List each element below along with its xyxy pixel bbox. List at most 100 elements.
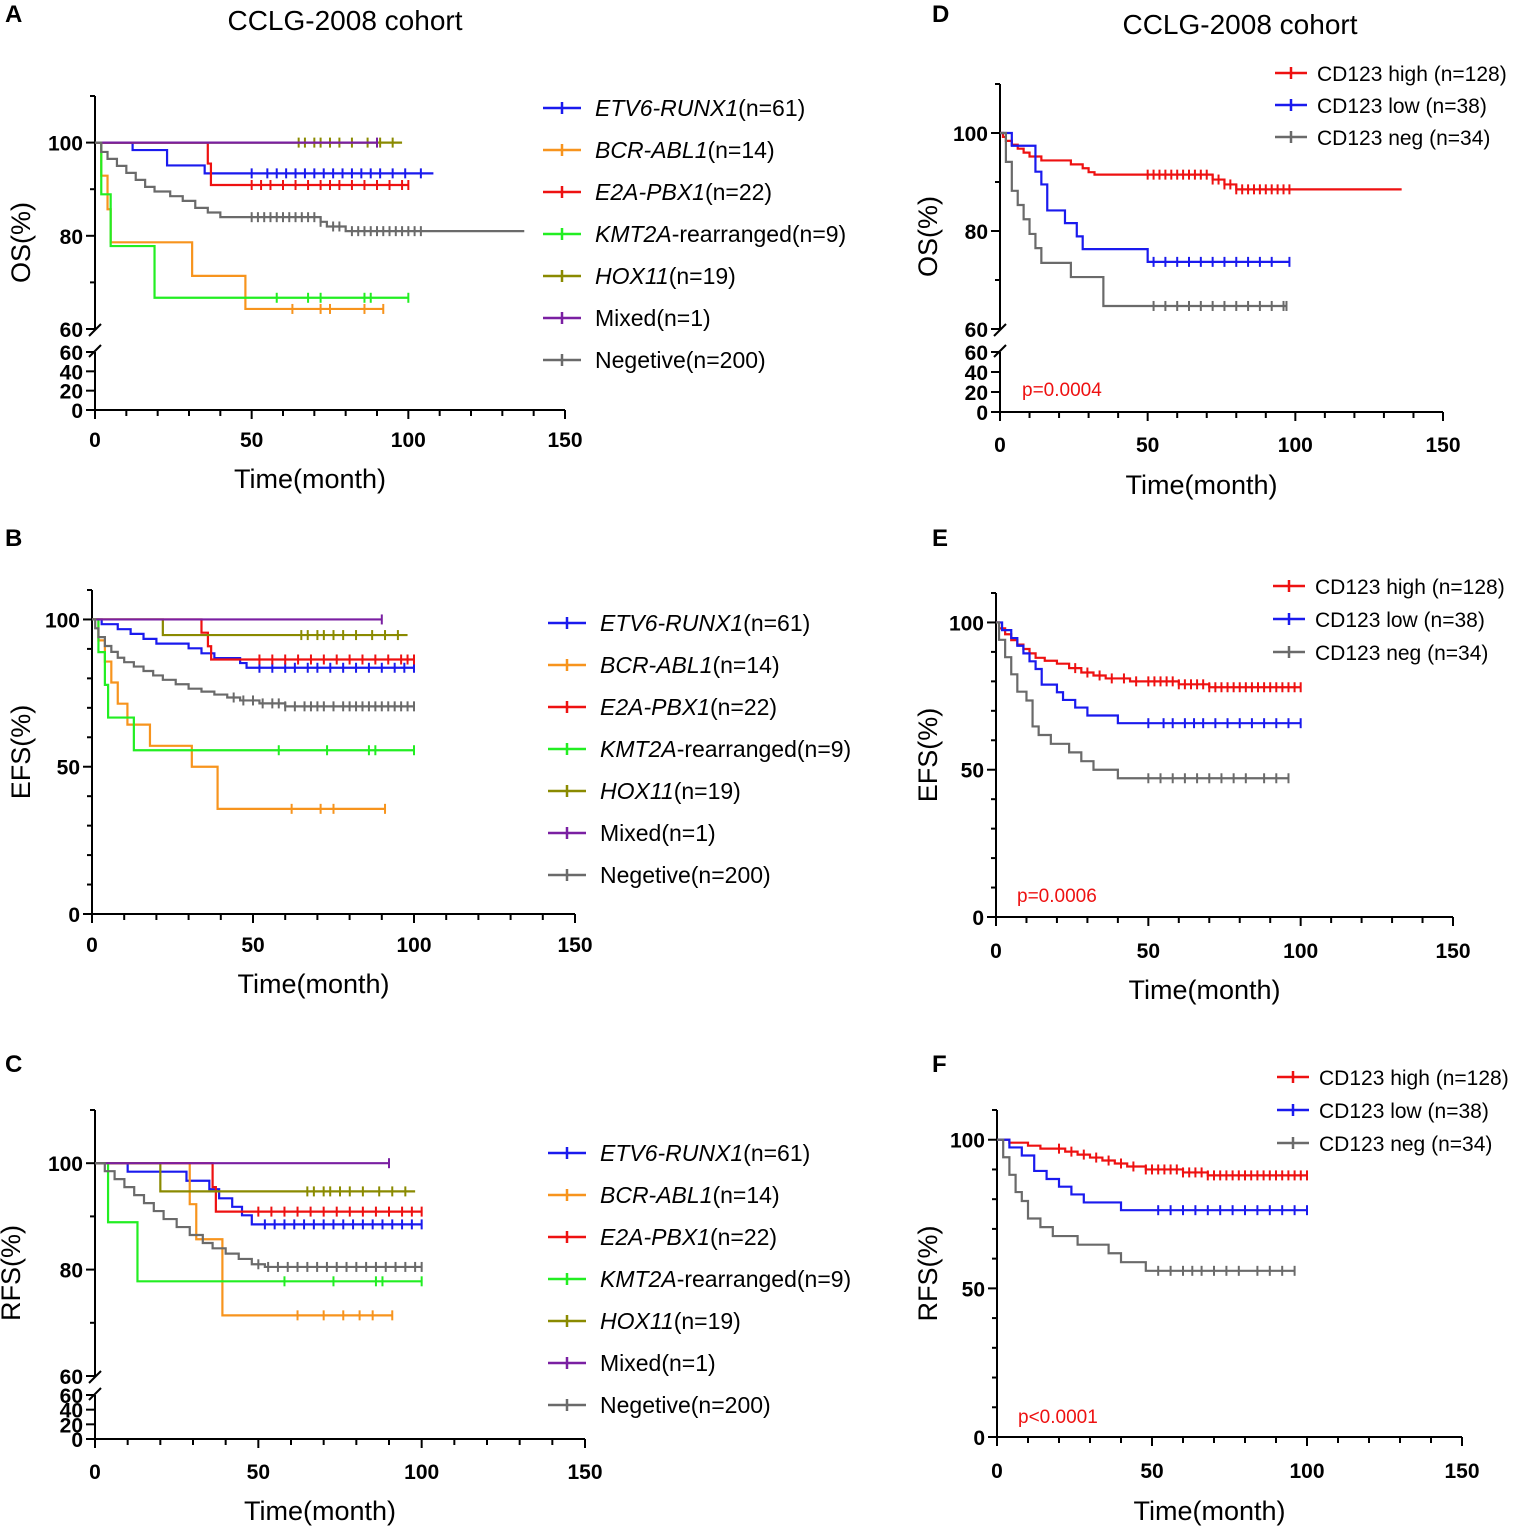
legend-label: CD123 low (n=38) [1315, 609, 1485, 632]
legend-entry: CD123 low (n=38) [1273, 609, 1485, 632]
legend-label-text: (n=19) [669, 263, 736, 289]
chart-title: CCLG-2008 cohort [1122, 9, 1357, 40]
panel-label: B [5, 525, 22, 552]
x-tick-label: 50 [1136, 434, 1159, 457]
panel-label: A [5, 1, 22, 28]
series-hox11 [95, 1162, 416, 1197]
legend-label-text: CD123 neg (n=34) [1317, 127, 1490, 150]
y-axis-label: RFS(%) [0, 1225, 26, 1321]
legend-label: CD123 neg (n=34) [1315, 642, 1488, 665]
legend-label: CD123 high (n=128) [1315, 576, 1505, 599]
legend-label: Mixed(n=1) [600, 820, 716, 846]
legend-entry: CD123 high (n=128) [1275, 63, 1507, 86]
legend-label: BCR-ABL1(n=14) [600, 1182, 780, 1208]
legend-label-italic: BCR-ABL1 [600, 1182, 712, 1208]
x-axis-label: Time(month) [237, 969, 389, 999]
legend-label: CD123 neg (n=34) [1317, 127, 1490, 150]
legend-label: Mixed(n=1) [600, 1350, 716, 1376]
p-value: p=0.0006 [1017, 886, 1097, 907]
legend-label-italic: ETV6-RUNX1 [595, 95, 738, 121]
series-etv6-runx1 [95, 141, 434, 179]
y-tick-label-lower: 20 [60, 381, 83, 404]
legend-label-text: (n=19) [674, 1308, 741, 1334]
survival-curve [1000, 131, 1290, 263]
legend-entry: Negetive(n=200) [543, 347, 766, 373]
panel-label: E [932, 525, 948, 552]
y-tick-label: 100 [949, 612, 984, 635]
chart-panel-b: B 0 50 100 150 Time(month) 0 50 100 EFS(%) ETV6-RU… [5, 525, 851, 999]
legend-label: BCR-ABL1(n=14) [595, 137, 775, 163]
legend-label: ETV6-RUNX1(n=61) [600, 610, 810, 636]
legend-label-text: Negetive(n=200) [595, 347, 766, 373]
y-tick-label-lower: 20 [60, 1414, 83, 1437]
y-tick-label: 100 [48, 133, 83, 156]
y-tick-label-lower: 60 [60, 342, 83, 365]
legend-label-text: CD123 low (n=38) [1317, 95, 1487, 118]
legend-label-text: CD123 neg (n=34) [1319, 1133, 1492, 1156]
chart-panel-c: C0 50 100 150Time(month)60801000204060RFS(%… [0, 1051, 851, 1526]
legend-label-italic: HOX11 [600, 778, 674, 804]
series-etv6-runx1 [95, 1162, 423, 1230]
survival-curve [92, 618, 386, 810]
legend-label-italic: ETV6-RUNX1 [600, 1140, 743, 1166]
legend-label: HOX11(n=19) [595, 263, 736, 289]
legend-label: CD123 low (n=38) [1317, 95, 1487, 118]
series-cd123-neg-n-34- [996, 621, 1290, 784]
survival-curve [996, 621, 1289, 780]
legend-entry: CD123 high (n=128) [1277, 1067, 1509, 1090]
y-axis-label: EFS(%) [6, 705, 36, 800]
legend-label-text: CD123 low (n=38) [1319, 1100, 1489, 1123]
series-kmt2a [92, 618, 415, 756]
legend-label: E2A-PBX1(n=22) [600, 694, 777, 720]
legend-entry: KMT2A-rearranged(n=9) [543, 221, 846, 247]
y-tick-label-lower: 40 [60, 1400, 83, 1423]
y-tick-label: 80 [60, 226, 83, 249]
x-tick-label: 100 [396, 934, 431, 957]
legend-label-text: -rearranged(n=9) [677, 1266, 852, 1292]
survival-curve [95, 141, 525, 233]
legend-label-text: (n=14) [712, 1182, 779, 1208]
legend-label-italic: ETV6-RUNX1 [600, 610, 743, 636]
legend-entry: ETV6-RUNX1(n=61) [548, 1140, 810, 1166]
series-hox11 [92, 618, 408, 641]
legend-label-italic: E2A-PBX1 [595, 179, 705, 205]
x-tick-label: 100 [1283, 940, 1318, 963]
legend-label: BCR-ABL1(n=14) [600, 652, 780, 678]
x-tick-label: 150 [557, 934, 592, 957]
series-cd123-high-n-128- [997, 1138, 1308, 1181]
legend-label-text: (n=14) [707, 137, 774, 163]
y-tick-label: 100 [950, 1130, 985, 1153]
x-tick-label: 0 [86, 934, 98, 957]
x-tick-label: 150 [547, 429, 582, 452]
x-tick-label: 0 [89, 429, 101, 452]
series-kmt2a [95, 141, 410, 303]
x-tick-label: 0 [89, 1461, 101, 1484]
series-e2a-pbx1 [92, 618, 415, 665]
legend-label-text: (n=61) [743, 610, 810, 636]
survival-curve [92, 618, 408, 637]
legend-entry: CD123 low (n=38) [1275, 95, 1487, 118]
legend-label-italic: KMT2A [600, 736, 677, 762]
x-tick-label: 50 [240, 429, 263, 452]
series-mixed-n-1- [92, 614, 383, 625]
y-tick-label: 60 [60, 1366, 83, 1389]
x-tick-label: 100 [391, 429, 426, 452]
survival-curve [95, 1162, 422, 1213]
legend-label: E2A-PBX1(n=22) [600, 1224, 777, 1250]
legend-entry: Mixed(n=1) [548, 820, 716, 846]
y-tick-label: 0 [68, 904, 80, 927]
y-tick-label: 100 [953, 123, 988, 146]
x-tick-label: 100 [1289, 1460, 1324, 1483]
survival-curve [92, 618, 414, 708]
legend-label-text: CD123 high (n=128) [1315, 576, 1505, 599]
legend-label: ETV6-RUNX1(n=61) [595, 95, 805, 121]
y-axis-label: RFS(%) [913, 1226, 943, 1322]
series-bcr-abl1 [92, 618, 387, 814]
x-tick-label: 0 [990, 940, 1002, 963]
y-tick-label-lower: 20 [965, 382, 988, 405]
x-axis-label: Time(month) [244, 1496, 396, 1526]
y-tick-label: 0 [973, 1427, 985, 1450]
chart-panel-a: A CCLG-2008 cohort 0 50 100 150 Time(month) 60 8… [5, 1, 846, 494]
y-tick-label-lower: 60 [965, 342, 988, 365]
p-value: p<0.0001 [1018, 1407, 1098, 1428]
